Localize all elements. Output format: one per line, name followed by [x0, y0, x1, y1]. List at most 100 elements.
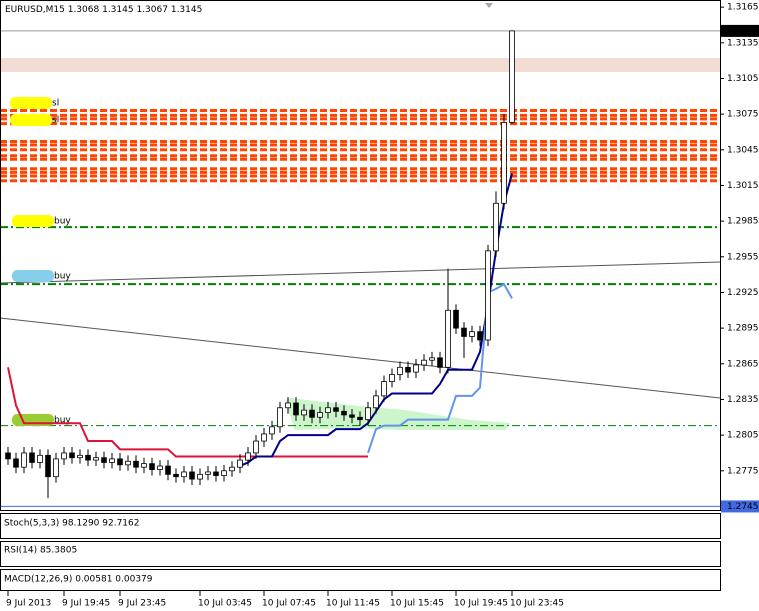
annotation: sl [52, 116, 59, 126]
y-tick-label: 1.2865 [727, 359, 759, 369]
last-close: 1.3145 [171, 5, 203, 15]
price-box [721, 24, 759, 37]
x-tick-label: 10 Jul 15:45 [390, 599, 444, 609]
candle-body [485, 250, 491, 341]
candle-body [317, 412, 323, 418]
candle-body [13, 458, 19, 468]
y-tick-label: 1.3165 [727, 3, 759, 13]
candle-body [125, 460, 131, 466]
rsi-pane [0, 541, 721, 567]
x-tick-label: 10 Jul 23:45 [510, 599, 564, 609]
candle-body [157, 465, 163, 470]
trend-line [0, 261, 721, 284]
y-tick-label: 1.3135 [727, 38, 759, 48]
candle-body [253, 440, 259, 454]
candle-body [261, 433, 267, 442]
candle-body [101, 457, 107, 463]
candle-body [333, 407, 339, 412]
last-high: 1.3145 [102, 5, 134, 15]
y-tick-label: 1.2925 [727, 288, 759, 298]
candle-body [269, 426, 275, 435]
candle-body [181, 471, 187, 478]
candle-body [221, 470, 227, 476]
candle-body [69, 452, 75, 459]
zone-shading [285, 398, 510, 430]
candle-body [141, 463, 147, 468]
stoch-pane [0, 513, 721, 539]
candle-body [245, 452, 251, 461]
y-tick-label: 1.2835 [727, 395, 759, 405]
x-tick-label: 9 Jul 2013 [6, 599, 51, 609]
candle-body [149, 463, 155, 470]
candle-body [197, 473, 203, 480]
x-tick-label: 10 Jul 11:45 [326, 599, 380, 609]
candle-body [397, 366, 403, 375]
candle-body [61, 452, 67, 460]
annotation-highlight [10, 114, 52, 126]
candle-body [93, 457, 99, 461]
candle-body [21, 452, 27, 468]
shift-marker [485, 3, 493, 8]
candle-body [5, 452, 11, 460]
pane-label: MACD(12,26,9) 0.00581 0.00379 [4, 575, 153, 585]
annotation: buy [54, 272, 71, 282]
x-tick-label: 9 Jul 19:45 [62, 599, 110, 609]
annotation-highlight [10, 97, 52, 109]
candle-body [205, 471, 211, 475]
candle-body [85, 454, 91, 461]
candle-body [509, 30, 515, 123]
candle-body [469, 331, 475, 337]
candle-body [229, 466, 235, 472]
candle-body [501, 122, 507, 204]
candle-body [109, 458, 115, 463]
annotation-highlight [12, 270, 54, 282]
annotation: buy [54, 416, 71, 426]
candle-body [29, 452, 35, 463]
candle-body [381, 381, 387, 397]
candle-body [477, 331, 483, 341]
x-tick-label: 10 Jul 07:45 [262, 599, 316, 609]
indicator-line [7, 367, 368, 458]
candle-body [413, 364, 419, 373]
candle-body [429, 357, 435, 361]
trend-line [0, 317, 721, 399]
candle-body [293, 402, 299, 416]
last-open: 1.3068 [68, 5, 100, 15]
pane-label: Stoch(5,3,3) 98.1290 92.7162 [4, 519, 139, 529]
y-tick-label: 1.2805 [727, 431, 759, 441]
annotation: buy [54, 217, 71, 227]
y-tick-label: 1.2775 [727, 466, 759, 476]
y-tick-label: 1.3045 [727, 145, 759, 155]
candle-body [445, 309, 451, 368]
y-tick-label: 1.3015 [727, 181, 759, 191]
x-tick-label: 9 Jul 23:45 [118, 599, 166, 609]
candle-body [165, 465, 171, 475]
candle-body [309, 409, 315, 418]
last-low: 1.3067 [136, 5, 168, 15]
candle-body [189, 471, 195, 480]
y-tick-label: 1.2895 [727, 324, 759, 334]
candle-body [77, 454, 83, 459]
chart-title: EURUSD,M15 1.3068 1.3145 1.3067 1.3145 [5, 5, 202, 15]
candle-body [53, 458, 59, 478]
candle-body [117, 458, 123, 466]
candle-body [237, 459, 243, 468]
candle-body [325, 407, 331, 413]
candle-body [365, 407, 371, 421]
blue-level-label: 1.2745 [727, 502, 759, 512]
candle-body [453, 309, 459, 329]
y-tick-label: 1.3075 [727, 110, 759, 120]
blue-level-box [721, 500, 759, 513]
y-tick-label: 1.3105 [727, 74, 759, 84]
candle-body [133, 460, 139, 468]
candle-body [349, 414, 355, 418]
candle-body [173, 473, 179, 478]
candle-body [437, 357, 443, 368]
candle-body [421, 359, 427, 366]
candle-body [405, 366, 411, 373]
candle-body [301, 409, 307, 416]
x-tick-label: 10 Jul 19:45 [454, 599, 508, 609]
candle-body [461, 327, 467, 337]
